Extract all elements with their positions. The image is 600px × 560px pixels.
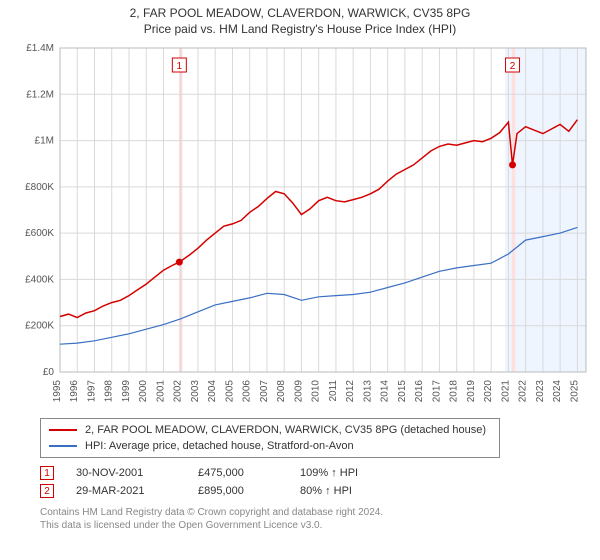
svg-text:2001: 2001 <box>155 380 166 403</box>
svg-text:£1M: £1M <box>35 136 54 147</box>
svg-text:£1.2M: £1.2M <box>26 89 54 100</box>
chart-title-address: 2, FAR POOL MEADOW, CLAVERDON, WARWICK, … <box>10 6 590 20</box>
svg-text:1995: 1995 <box>52 380 63 403</box>
svg-text:2013: 2013 <box>362 380 373 403</box>
svg-text:2019: 2019 <box>466 380 477 403</box>
svg-text:2010: 2010 <box>311 380 322 403</box>
svg-text:1: 1 <box>177 61 183 72</box>
event-price-1: £475,000 <box>198 467 278 479</box>
event-pct-1: 109% ↑ HPI <box>300 467 400 479</box>
svg-text:£0: £0 <box>43 367 55 378</box>
svg-text:2024: 2024 <box>552 380 563 403</box>
event-date-2: 29-MAR-2021 <box>76 485 176 497</box>
svg-text:2007: 2007 <box>259 380 270 403</box>
svg-text:£400K: £400K <box>25 274 54 285</box>
event-date-1: 30-NOV-2001 <box>76 467 176 479</box>
chart-container: £0 £200K £400K £600K £800K £1M £1.2M £1.4M 1995 1… <box>10 42 590 412</box>
svg-text:1996: 1996 <box>69 380 80 403</box>
svg-text:2022: 2022 <box>518 380 529 403</box>
svg-text:2023: 2023 <box>535 380 546 403</box>
svg-text:£1.4M: £1.4M <box>26 43 54 54</box>
event-marker-2: 2 <box>40 484 54 498</box>
legend-label-hpi: HPI: Average price, detached house, Stra… <box>85 440 354 452</box>
footer-line-1: Contains HM Land Registry data © Crown c… <box>40 506 590 519</box>
svg-text:2018: 2018 <box>449 380 460 403</box>
legend-swatch-hpi <box>49 445 77 447</box>
svg-text:2012: 2012 <box>345 380 356 403</box>
svg-text:2011: 2011 <box>328 380 339 402</box>
svg-text:2006: 2006 <box>242 380 253 403</box>
svg-text:2020: 2020 <box>483 380 494 403</box>
svg-text:£600K: £600K <box>25 228 54 239</box>
svg-text:2: 2 <box>510 61 516 72</box>
svg-text:2014: 2014 <box>380 380 391 403</box>
svg-text:2008: 2008 <box>276 380 287 403</box>
chart-title-subtitle: Price paid vs. HM Land Registry's House … <box>10 22 590 36</box>
svg-text:2000: 2000 <box>138 380 149 403</box>
svg-text:2016: 2016 <box>414 380 425 403</box>
legend-item-property: 2, FAR POOL MEADOW, CLAVERDON, WARWICK, … <box>49 422 491 438</box>
legend-label-property: 2, FAR POOL MEADOW, CLAVERDON, WARWICK, … <box>85 424 486 436</box>
svg-text:2025: 2025 <box>569 380 580 403</box>
svg-text:2017: 2017 <box>431 380 442 403</box>
event-row-2: 2 29-MAR-2021 £895,000 80% ↑ HPI <box>40 482 590 500</box>
svg-text:1999: 1999 <box>121 380 132 403</box>
svg-text:2009: 2009 <box>293 380 304 403</box>
line-chart: £0 £200K £400K £600K £800K £1M £1.2M £1.4M 1995 1… <box>10 42 590 412</box>
events-table: 1 30-NOV-2001 £475,000 109% ↑ HPI 2 29-M… <box>40 464 590 500</box>
legend-swatch-property <box>49 429 77 431</box>
svg-text:2021: 2021 <box>500 380 511 403</box>
event-price-2: £895,000 <box>198 485 278 497</box>
svg-text:2003: 2003 <box>190 380 201 403</box>
svg-text:1998: 1998 <box>104 380 115 403</box>
svg-text:2004: 2004 <box>207 380 218 403</box>
event-row-1: 1 30-NOV-2001 £475,000 109% ↑ HPI <box>40 464 590 482</box>
legend: 2, FAR POOL MEADOW, CLAVERDON, WARWICK, … <box>40 418 500 458</box>
svg-text:£200K: £200K <box>25 321 54 332</box>
footer-attribution: Contains HM Land Registry data © Crown c… <box>40 506 590 532</box>
legend-item-hpi: HPI: Average price, detached house, Stra… <box>49 438 491 454</box>
footer-line-2: This data is licensed under the Open Gov… <box>40 519 590 532</box>
svg-text:£800K: £800K <box>25 182 54 193</box>
svg-text:2015: 2015 <box>397 380 408 403</box>
svg-text:2005: 2005 <box>224 380 235 403</box>
event-pct-2: 80% ↑ HPI <box>300 485 400 497</box>
svg-text:1997: 1997 <box>86 380 97 403</box>
event-marker-1: 1 <box>40 466 54 480</box>
svg-text:2002: 2002 <box>173 380 184 403</box>
